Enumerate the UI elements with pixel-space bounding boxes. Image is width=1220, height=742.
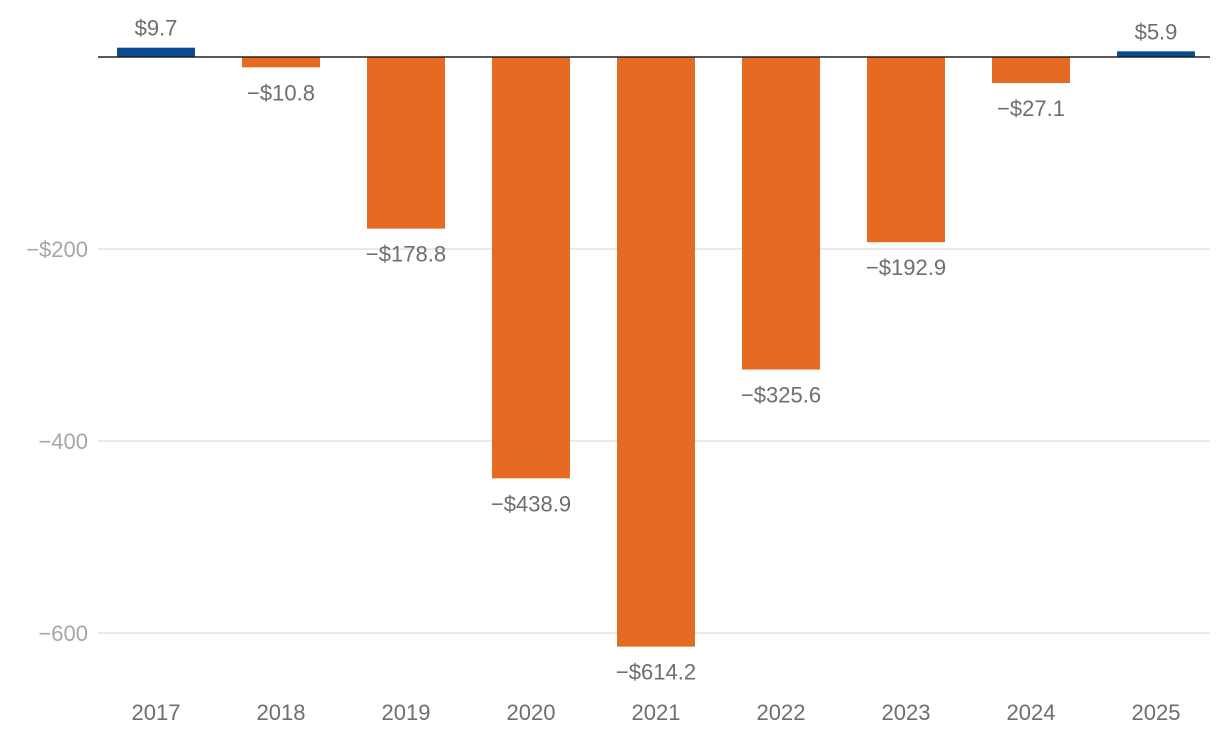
data-label-2021: −$614.2 <box>616 660 696 685</box>
data-label-2018: −$10.8 <box>247 80 315 105</box>
data-label-2025: $5.9 <box>1135 19 1178 44</box>
x-tick-label: 2018 <box>257 700 306 725</box>
bar-2022 <box>742 57 820 370</box>
data-label-2022: −$325.6 <box>741 383 821 408</box>
bars <box>117 47 1195 647</box>
y-axis-ticks: −$200 −400 −600 <box>26 237 88 646</box>
data-label-2020: −$438.9 <box>491 491 571 516</box>
bar-2017 <box>117 47 195 57</box>
x-tick-label: 2025 <box>1132 700 1181 725</box>
data-label-2017: $9.7 <box>135 16 178 41</box>
x-tick-label: 2021 <box>632 700 681 725</box>
x-tick-label: 2024 <box>1007 700 1056 725</box>
y-tick-label: −400 <box>38 429 88 454</box>
bar-2018 <box>242 57 320 68</box>
data-label-2023: −$192.9 <box>866 255 946 280</box>
bar-2020 <box>492 57 570 479</box>
x-axis-ticks: 2017 2018 2019 2020 2021 2022 2023 2024 2025 <box>132 700 1181 725</box>
data-label-2024: −$27.1 <box>997 96 1065 121</box>
x-tick-label: 2019 <box>382 700 431 725</box>
x-tick-label: 2022 <box>757 700 806 725</box>
bar-2019 <box>367 57 445 229</box>
y-tick-label: −$200 <box>26 237 88 262</box>
bar-2024 <box>992 57 1070 84</box>
bar-2023 <box>867 57 945 243</box>
data-labels: $9.7 −$10.8 −$178.8 −$438.9 −$614.2 −$325.6 −$… <box>135 16 1178 685</box>
bar-2021 <box>617 57 695 647</box>
bar-2025 <box>1117 51 1195 57</box>
data-label-2019: −$178.8 <box>366 242 446 267</box>
y-tick-label: −600 <box>38 621 88 646</box>
x-tick-label: 2023 <box>882 700 931 725</box>
x-tick-label: 2020 <box>507 700 556 725</box>
x-tick-label: 2017 <box>132 700 181 725</box>
